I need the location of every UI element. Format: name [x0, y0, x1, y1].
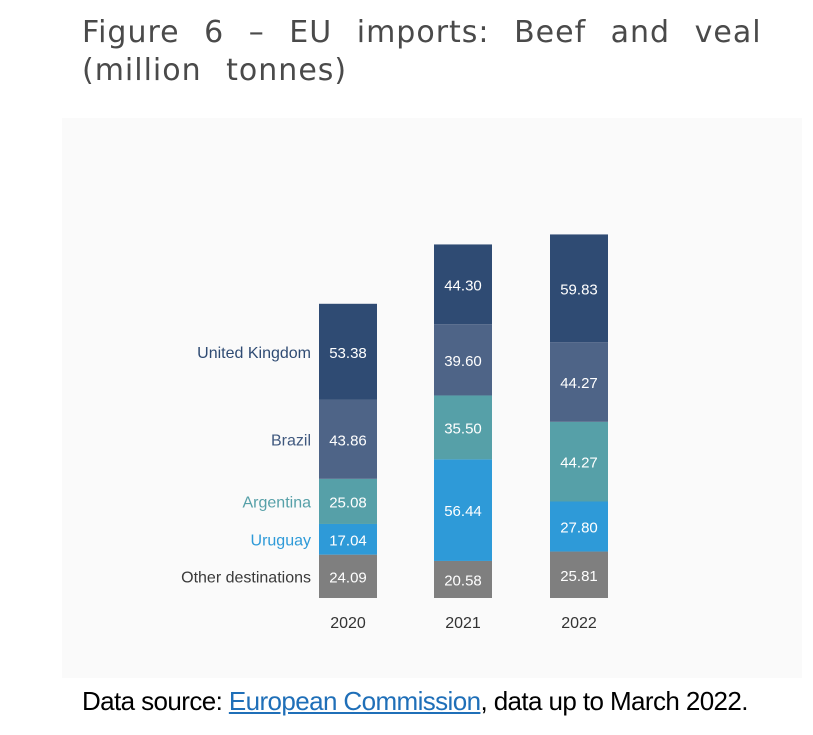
legend-label-uruguay: Uruguay — [251, 532, 311, 549]
source-suffix: , data up to March 2022. — [480, 686, 748, 716]
data-source-note: Data source: European Commission, data u… — [82, 686, 802, 717]
value-label-argentina-2021: 35.50 — [444, 420, 482, 437]
bar-segment-uruguay-2021 — [434, 459, 492, 561]
source-prefix: Data source: — [82, 686, 229, 716]
stacked-bar-chart: 24.09 Other destinations 17.04 Uruguay 25.08… — [181, 234, 608, 632]
bar-segment-argentina-2021 — [434, 395, 492, 460]
legend-label-brazil: Brazil — [271, 432, 311, 449]
value-label-brazil-2021: 39.60 — [444, 353, 482, 370]
bar-segment-united-kingdom-2022 — [550, 234, 608, 343]
value-label-united-kingdom-2020: 53.38 — [329, 345, 367, 362]
value-label-other-destinations-2020: 24.09 — [329, 569, 367, 586]
bar-segment-argentina-2022 — [550, 421, 608, 502]
european-commission-link[interactable]: European Commission — [228, 686, 481, 716]
value-label-other-destinations-2021: 20.58 — [444, 572, 482, 589]
value-label-other-destinations-2022: 25.81 — [560, 568, 598, 585]
bar-segment-uruguay-2022 — [550, 501, 608, 552]
bar-segment-uruguay-2020 — [319, 523, 377, 555]
value-label-argentina-2022: 44.27 — [560, 455, 598, 472]
bar-segment-other-destinations-2021 — [434, 560, 492, 598]
chart-panel: 24.09 Other destinations 17.04 Uruguay 25.08… — [62, 118, 802, 678]
bar-segment-brazil-2020 — [319, 399, 377, 479]
legend-label-other-destinations: Other destinations — [181, 569, 311, 586]
bar-segment-other-destinations-2020 — [319, 554, 377, 598]
value-label-united-kingdom-2021: 44.30 — [444, 277, 482, 294]
chart-title: Figure 6 – EU imports: Beef and veal (mi… — [82, 15, 762, 88]
bar-segment-brazil-2022 — [550, 342, 608, 422]
value-label-uruguay-2020: 17.04 — [329, 532, 367, 549]
value-label-brazil-2022: 44.27 — [560, 375, 598, 392]
value-label-united-kingdom-2022: 59.83 — [560, 281, 598, 298]
legend-label-argentina: Argentina — [243, 494, 312, 511]
x-tick-label-2022: 2022 — [561, 615, 597, 632]
x-tick-label-2020: 2020 — [330, 615, 366, 632]
value-label-uruguay-2021: 56.44 — [444, 503, 482, 520]
legend-label-united-kingdom: United Kingdom — [197, 345, 311, 362]
bar-segment-united-kingdom-2020 — [319, 303, 377, 400]
bar-segment-argentina-2020 — [319, 478, 377, 524]
bar-segment-united-kingdom-2021 — [434, 244, 492, 325]
bar-segment-brazil-2021 — [434, 324, 492, 396]
x-tick-label-2021: 2021 — [445, 615, 481, 632]
value-label-brazil-2020: 43.86 — [329, 432, 367, 449]
value-label-argentina-2020: 25.08 — [329, 494, 367, 511]
bar-segment-other-destinations-2022 — [550, 551, 608, 598]
value-label-uruguay-2022: 27.80 — [560, 520, 598, 537]
